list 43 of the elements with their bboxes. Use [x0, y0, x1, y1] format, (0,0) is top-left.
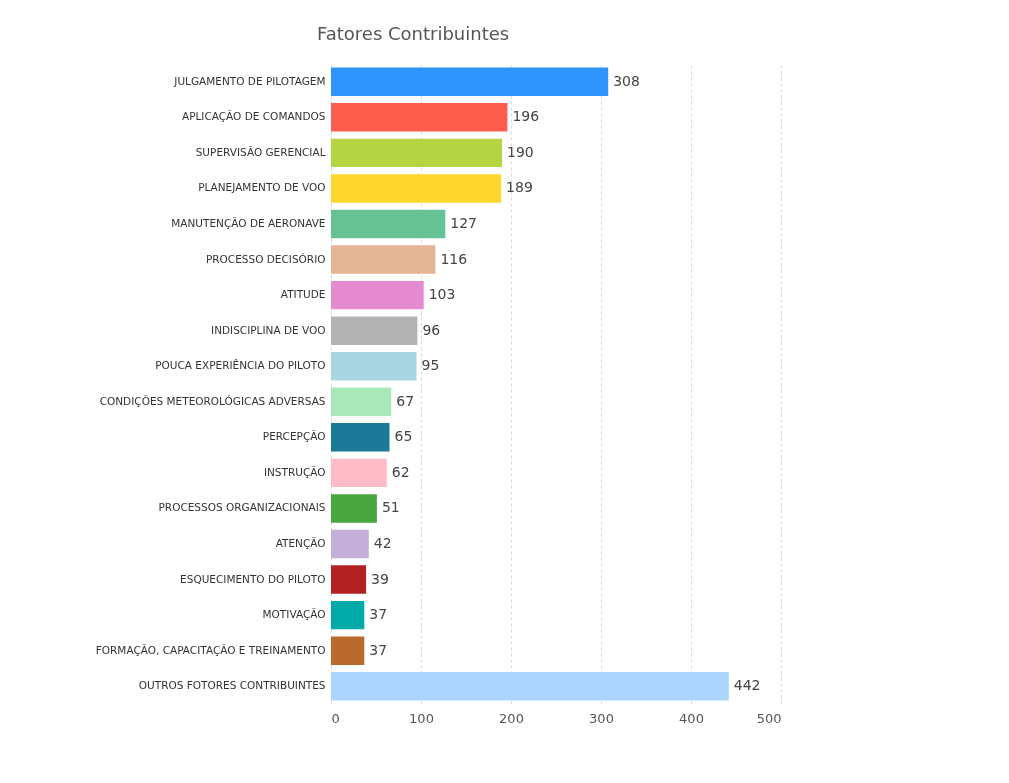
- x-tick-label: 100: [409, 710, 434, 726]
- data-label: 196: [512, 108, 540, 125]
- x-tick-label: 200: [499, 710, 524, 726]
- y-tick-label: SUPERVISÃO GERENCIAL: [195, 145, 326, 158]
- y-tick-label: ESQUECIMENTO DO PILOTO: [180, 572, 326, 585]
- chart-title: Fatores Contribuintes: [317, 23, 510, 44]
- y-tick-label: CONDIÇÕES METEOROLÓGICAS ADVERSAS: [99, 394, 326, 407]
- y-tick-label: PROCESSOS ORGANIZACIONAIS: [158, 501, 326, 514]
- data-label: 65: [394, 428, 413, 445]
- y-tick-label: PLANEJAMENTO DE VOO: [198, 181, 326, 194]
- y-tick-label: FORMAÇÃO, CAPACITAÇÃO E TREINAMENTO: [95, 643, 326, 656]
- data-label: 96: [422, 321, 441, 338]
- data-label: 62: [391, 463, 410, 480]
- y-tick-label: ATENÇÃO: [275, 537, 326, 549]
- data-label: 103: [428, 286, 456, 303]
- y-tick-label: OUTROS FOTORES CONTRIBUINTES: [138, 679, 326, 692]
- y-tick-label: PERCEPÇÃO: [262, 430, 326, 443]
- data-label: 308: [613, 72, 640, 89]
- data-label: 442: [733, 677, 761, 694]
- data-label: 37: [369, 606, 388, 623]
- y-tick-label: MANUTENÇÃO DE AERONAVE: [171, 217, 326, 229]
- data-label: 39: [371, 570, 389, 587]
- y-tick-label: INSTRUÇÃO: [263, 465, 326, 478]
- y-tick-label: POUCA EXPERIÊNCIA DO PILOTO: [155, 359, 326, 372]
- data-label: 190: [507, 143, 534, 160]
- data-label: 95: [421, 357, 440, 374]
- y-tick-label: JULGAMENTO DE PILOTAGEM: [173, 74, 326, 87]
- x-tick-label: 500: [756, 710, 782, 726]
- x-tick-label: 300: [589, 710, 614, 726]
- data-label: 116: [440, 250, 468, 267]
- data-label: 37: [369, 641, 388, 658]
- y-tick-label: PROCESSO DECISÓRIO: [205, 252, 326, 265]
- y-tick-label: INDISCIPLINA DE VOO: [211, 323, 326, 336]
- y-tick-label: MOTIVAÇÃO: [262, 608, 326, 621]
- y-tick-label: ATITUDE: [280, 288, 326, 301]
- data-label: 189: [506, 179, 533, 196]
- data-label: 51: [381, 499, 400, 516]
- x-tick-label: 400: [679, 710, 704, 726]
- data-label: 67: [396, 392, 415, 409]
- data-label: 127: [450, 215, 478, 231]
- x-tick-label: 0: [331, 710, 340, 726]
- y-tick-label: APLICAÇÃO DE COMANDOS: [182, 110, 326, 123]
- data-label: 42: [373, 535, 392, 551]
